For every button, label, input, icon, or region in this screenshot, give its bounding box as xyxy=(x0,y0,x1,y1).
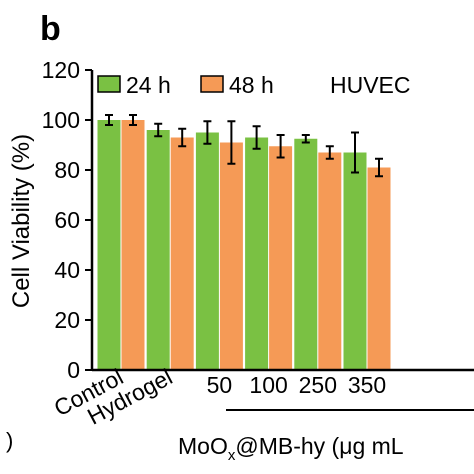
error-bar-24h-350 xyxy=(351,131,359,174)
legend-label-24h: 24 h xyxy=(126,72,171,98)
error-bar-48h-100 xyxy=(276,134,285,159)
error-bar-48h-350 xyxy=(375,157,383,178)
panel-label: b xyxy=(40,10,61,48)
cell-line-annotation: HUVEC xyxy=(330,72,411,98)
y-tick-label-20: 20 xyxy=(54,307,80,333)
bar-48h-control xyxy=(121,120,145,370)
error-bar-24h-250 xyxy=(301,134,310,144)
error-bar-24h-100 xyxy=(252,125,261,150)
error-bar-24h-hydrogel xyxy=(154,122,163,138)
bar-24h-hydrogel xyxy=(146,130,170,370)
y-tick-label-120: 120 xyxy=(42,57,80,83)
y-tick-label-80: 80 xyxy=(54,157,80,183)
y-axis-label: Cell Viability (%) xyxy=(8,134,35,308)
legend: 24 h 48 h xyxy=(97,72,274,98)
bar-48h-50 xyxy=(219,142,243,370)
legend-swatch-24h xyxy=(97,75,121,93)
x-tick-label-350: 350 xyxy=(348,372,386,398)
error-bar-24h-50 xyxy=(203,120,212,145)
y-tick-label-0: 0 xyxy=(67,357,80,383)
bar-24h-350 xyxy=(343,152,367,370)
bar-48h-hydrogel xyxy=(170,137,194,370)
error-bar-48h-control xyxy=(129,114,137,126)
error-bar-48h-50 xyxy=(227,120,236,165)
left-edge-fragment: ) xyxy=(6,428,13,453)
bar-24h-control xyxy=(97,120,121,370)
x-tick-label-250: 250 xyxy=(299,372,337,398)
bar-24h-250 xyxy=(294,138,318,370)
bar-24h-50 xyxy=(195,132,219,370)
legend-swatch-48h xyxy=(200,75,224,93)
y-tick-label-40: 40 xyxy=(54,257,80,283)
group-label: MoOx@MB-hy (μg mL xyxy=(178,433,404,464)
bar-24h-100 xyxy=(245,137,269,370)
error-bar-48h-250 xyxy=(325,145,334,160)
y-tick-label-60: 60 xyxy=(54,207,80,233)
x-tick-label-100: 100 xyxy=(249,372,287,398)
y-tick-label-100: 100 xyxy=(42,107,80,133)
x-tick-label-50: 50 xyxy=(207,372,233,398)
bar-48h-350 xyxy=(367,167,391,370)
error-bar-48h-hydrogel xyxy=(178,127,187,148)
legend-label-48h: 48 h xyxy=(229,72,274,98)
bar-48h-250 xyxy=(318,152,342,370)
bars-layer xyxy=(97,114,391,370)
bar-48h-100 xyxy=(269,146,293,370)
error-bar-24h-control xyxy=(105,114,113,126)
